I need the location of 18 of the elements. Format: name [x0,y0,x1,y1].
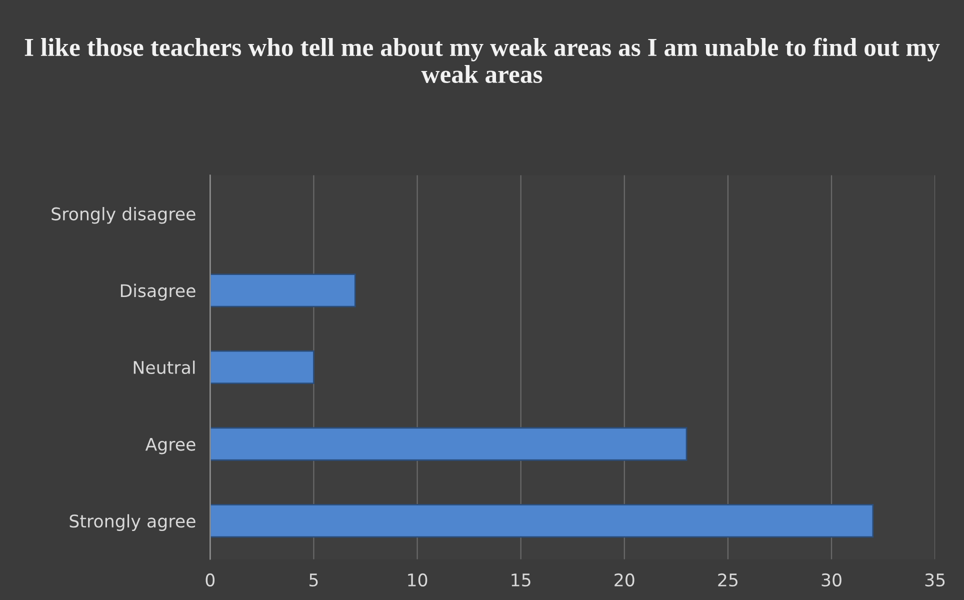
x-tick-label: 10 [408,573,428,587]
y-tick-label: Neutral [134,360,195,374]
bar [210,274,356,308]
x-tick-label: 25 [718,573,738,587]
y-tick-label: Srongly disagree [52,207,196,224]
bar [210,504,874,538]
x-tick-label: 30 [822,573,842,587]
x-tick-label: 35 [925,573,945,587]
bar [210,350,314,384]
x-tick-label: 20 [614,573,634,587]
y-tick-label: Disagree [120,284,196,301]
y-tick-label: Agree [145,438,196,454]
chart-title: I like those teachers who tell me about my weak areas as I am unable to find out my weak areas [24,38,940,84]
y-tick-label: Strongly agree [70,514,196,532]
bar [210,427,688,461]
x-tick-label: 5 [310,574,318,587]
x-tick-label: 0 [206,573,215,587]
x-tick-label: 15 [512,574,530,587]
